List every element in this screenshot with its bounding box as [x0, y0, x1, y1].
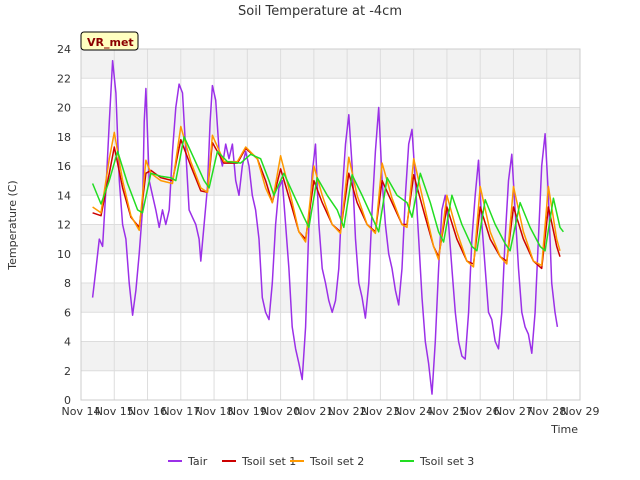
plot-band — [81, 341, 580, 371]
series-lines — [91, 59, 564, 395]
y-axis-label: Temperature (C) — [6, 180, 19, 270]
y-tick-label: 22 — [57, 72, 71, 85]
x-tick-label: Nov 17 — [161, 405, 200, 418]
y-tick-label: 8 — [64, 277, 71, 290]
x-tick-label: Nov 26 — [461, 405, 500, 418]
x-tick-label: Nov 19 — [228, 405, 267, 418]
x-tick-label: Nov 22 — [328, 405, 367, 418]
station-badge: VR_met — [80, 31, 139, 51]
station-badge-box — [80, 31, 139, 51]
y-tick-label: 2 — [64, 365, 71, 378]
plot-band — [81, 253, 580, 283]
y-tick-label: 0 — [64, 394, 71, 407]
legend-label-tsoil-set-2: Tsoil set 2 — [309, 455, 364, 468]
series-line-tair — [91, 59, 559, 395]
y-tick-label: 10 — [57, 248, 71, 261]
legend-label-tsoil-set-1: Tsoil set 1 — [241, 455, 296, 468]
y-tick-label: 6 — [64, 306, 71, 319]
grid-lines — [80, 48, 581, 401]
x-tick-label: Nov 27 — [494, 405, 533, 418]
plot-border — [80, 48, 581, 401]
x-tick-label: Nov 29 — [561, 405, 600, 418]
x-tick-label: Nov 14 — [62, 405, 101, 418]
plot-band — [81, 370, 580, 400]
x-tick-label: Nov 28 — [527, 405, 566, 418]
plot-band — [81, 136, 580, 166]
y-tick-label: 20 — [57, 102, 71, 115]
x-tick-label: Nov 23 — [361, 405, 400, 418]
chart-title: Soil Temperature at -4cm — [238, 4, 402, 19]
x-tick-label: Nov 20 — [261, 405, 300, 418]
y-tick-label: 4 — [64, 336, 71, 349]
plot-band — [81, 166, 580, 196]
series-line-tsoil-set-2 — [92, 125, 561, 268]
legend-label-tsoil-set-3: Tsoil set 3 — [419, 455, 474, 468]
plot-band — [81, 78, 580, 108]
x-axis-label: Time — [550, 423, 578, 436]
plot-band — [81, 49, 580, 79]
x-tick-label: Nov 18 — [195, 405, 234, 418]
legend-label-tair: Tair — [187, 455, 208, 468]
y-tick-label: 24 — [57, 43, 71, 56]
x-tick-label: Nov 15 — [95, 405, 134, 418]
x-tick-label: Nov 21 — [294, 405, 333, 418]
series-line-tsoil-set-3 — [91, 136, 564, 252]
y-tick-label: 14 — [57, 189, 71, 202]
y-tick-label: 16 — [57, 160, 71, 173]
y-tick-label: 12 — [57, 219, 71, 232]
plot-band — [81, 312, 580, 342]
station-badge-label: VR_met — [87, 36, 134, 49]
x-tick-label: Nov 24 — [394, 405, 433, 418]
y-tick-label: 18 — [57, 131, 71, 144]
x-tick-label: Nov 16 — [128, 405, 167, 418]
x-tick-label: Nov 25 — [427, 405, 466, 418]
legend: Tair Tsoil set 1 Tsoil set 2 Tsoil set 3 — [168, 455, 474, 468]
plot-band — [81, 107, 580, 137]
